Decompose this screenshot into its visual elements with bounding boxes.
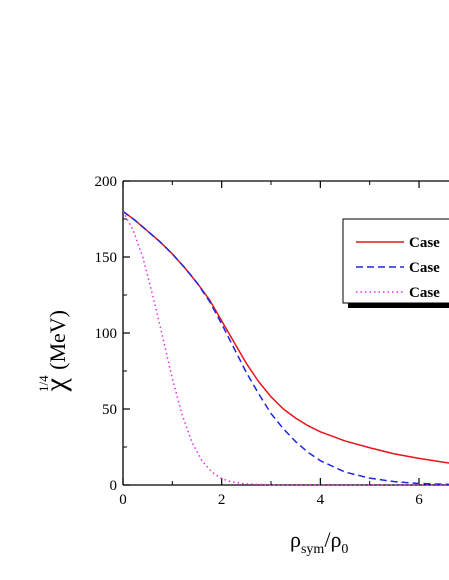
svg-text:χ1/4 (MeV): χ1/4 (MeV)	[36, 310, 72, 392]
x-label-sub1: sym	[301, 542, 324, 557]
x-label-sub2: 0	[341, 542, 348, 557]
x-axis-label: ρsym/ρ0	[290, 527, 348, 557]
x-tick-label: 0	[119, 492, 127, 508]
y-label-unit: (MeV)	[45, 310, 70, 375]
series-line-2	[123, 210, 449, 486]
y-label-sup: 1/4	[36, 375, 51, 392]
legend-box	[342, 218, 449, 304]
legend-items: Case Case Case	[356, 235, 440, 301]
y-tick-label: 100	[95, 326, 118, 342]
x-tick-label: 4	[317, 492, 325, 508]
x-label-main: ρ	[290, 527, 301, 552]
x-tick-label: 6	[415, 492, 423, 508]
y-axis-label: χ1/4 (MeV)	[36, 310, 72, 392]
svg-text:ρsym/ρ0: ρsym/ρ0	[290, 527, 348, 557]
legend-label-1: Case	[409, 235, 440, 251]
legend-label-2: Case	[409, 260, 440, 276]
y-tick-label: 0	[110, 478, 118, 494]
y-tick-label: 50	[102, 402, 117, 418]
y-tick-label: 150	[95, 250, 118, 266]
ticks	[122, 180, 420, 486]
legend: Case Case Case	[342, 218, 449, 308]
legend-label-3: Case	[409, 285, 440, 301]
y-label-greek: χ	[39, 377, 72, 392]
x-tick-label: 2	[218, 492, 226, 508]
series-lines	[123, 210, 449, 486]
x-label-sep: /ρ	[324, 527, 341, 552]
y-tick-label: 200	[95, 174, 118, 190]
tick-labels: 0 2 4 6 0 50 100 150 200	[95, 174, 424, 508]
